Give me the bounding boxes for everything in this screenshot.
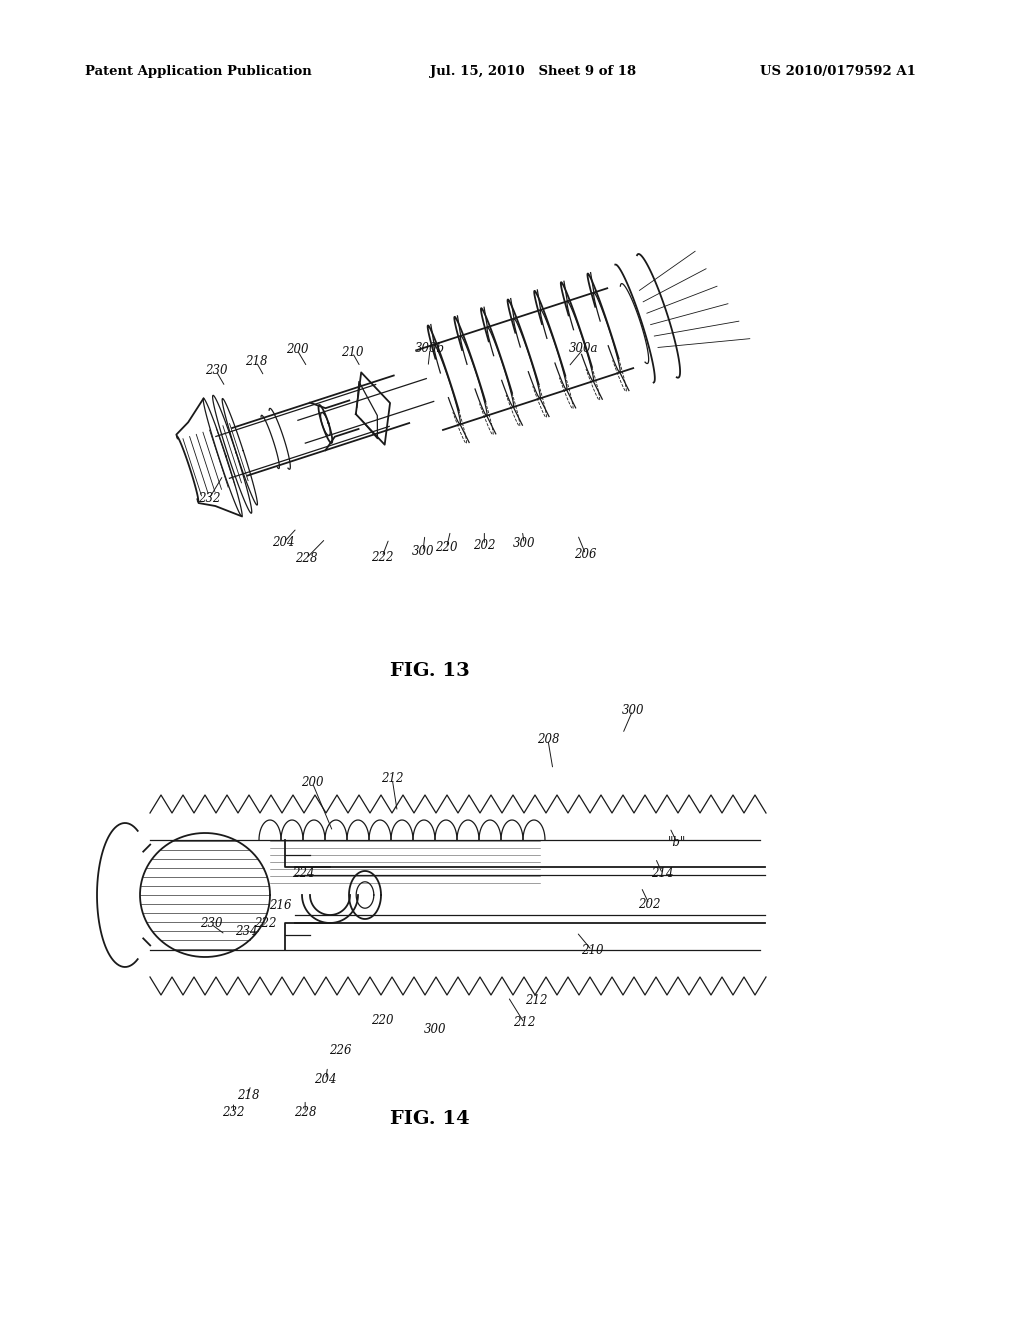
Text: 202: 202	[638, 898, 660, 911]
Text: 212: 212	[513, 1016, 536, 1030]
Text: 202: 202	[473, 539, 496, 552]
Text: 200: 200	[286, 343, 308, 356]
Text: Jul. 15, 2010   Sheet 9 of 18: Jul. 15, 2010 Sheet 9 of 18	[430, 65, 636, 78]
Text: 204: 204	[272, 536, 295, 549]
Text: 224: 224	[292, 867, 314, 880]
Text: 212: 212	[381, 772, 403, 785]
Text: 228: 228	[295, 552, 317, 565]
Text: 208: 208	[537, 733, 559, 746]
Text: 212: 212	[525, 994, 548, 1007]
Text: 230: 230	[205, 364, 227, 378]
Text: 214: 214	[651, 867, 674, 880]
Text: 300: 300	[424, 1023, 446, 1036]
Text: 222: 222	[254, 917, 276, 931]
Text: 230: 230	[200, 917, 222, 931]
Text: 226: 226	[329, 1044, 351, 1057]
Text: 234: 234	[236, 925, 258, 939]
Text: 210: 210	[581, 944, 603, 957]
Text: 300b: 300b	[415, 342, 445, 355]
Text: 218: 218	[237, 1089, 259, 1102]
Text: 200: 200	[301, 776, 324, 789]
Text: 206: 206	[574, 548, 597, 561]
Text: 220: 220	[371, 1014, 393, 1027]
Text: 232: 232	[198, 492, 220, 506]
Text: FIG. 14: FIG. 14	[390, 1110, 470, 1129]
Text: 204: 204	[314, 1073, 337, 1086]
Text: US 2010/0179592 A1: US 2010/0179592 A1	[760, 65, 915, 78]
Text: 300: 300	[412, 545, 434, 558]
Text: 300: 300	[513, 537, 536, 550]
Text: "b": "b"	[668, 836, 686, 849]
Text: 210: 210	[341, 346, 364, 359]
Text: 220: 220	[435, 541, 458, 554]
Text: 222: 222	[371, 550, 393, 564]
Text: FIG. 13: FIG. 13	[390, 663, 470, 680]
Text: 218: 218	[245, 355, 267, 368]
Text: 232: 232	[222, 1106, 245, 1119]
Text: 228: 228	[294, 1106, 316, 1119]
Text: Patent Application Publication: Patent Application Publication	[85, 65, 311, 78]
Text: 216: 216	[269, 899, 292, 912]
Text: 300a: 300a	[569, 342, 598, 355]
Text: 300: 300	[622, 704, 644, 717]
